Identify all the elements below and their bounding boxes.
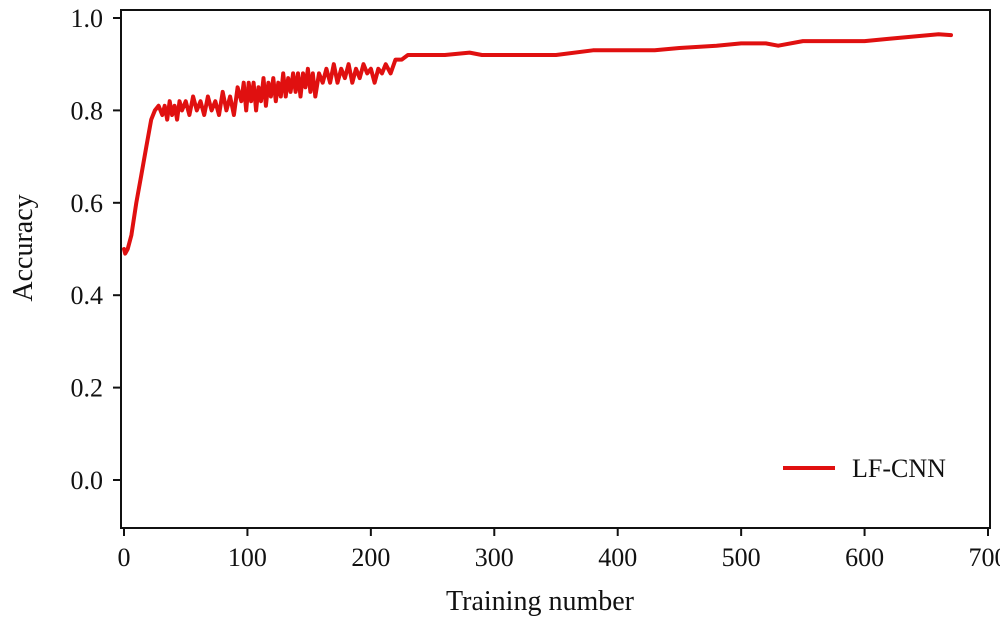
x-tick-label: 100 [228, 543, 267, 572]
x-tick-label: 600 [845, 543, 884, 572]
y-tick-label: 0.4 [71, 281, 104, 310]
x-tick-label: 500 [722, 543, 761, 572]
legend-label-lf-cnn: LF-CNN [852, 454, 946, 483]
y-tick-label: 0.6 [71, 189, 104, 218]
y-tick-label: 0.2 [71, 374, 104, 403]
x-tick-label: 700 [969, 543, 1000, 572]
x-tick-label: 200 [351, 543, 390, 572]
x-tick-label: 300 [475, 543, 514, 572]
x-tick-label: 400 [598, 543, 637, 572]
legend: LF-CNN [783, 454, 946, 483]
x-axis-title: Training number [446, 586, 635, 617]
x-tick-label: 0 [118, 543, 131, 572]
axis-ticks [113, 17, 989, 536]
y-tick-label: 0.8 [71, 96, 104, 125]
y-tick-label: 1.0 [71, 4, 104, 33]
plot-frame [120, 9, 991, 529]
axis-tick-labels: 0 100 200 300 400 500 600 700 0.0 0.2 0.4 0.6 0.8 1.0 [71, 4, 1000, 572]
y-tick-label: 0.0 [71, 466, 104, 495]
y-axis-title: Accuracy [8, 194, 39, 301]
series-line-lf-cnn [122, 32, 953, 256]
